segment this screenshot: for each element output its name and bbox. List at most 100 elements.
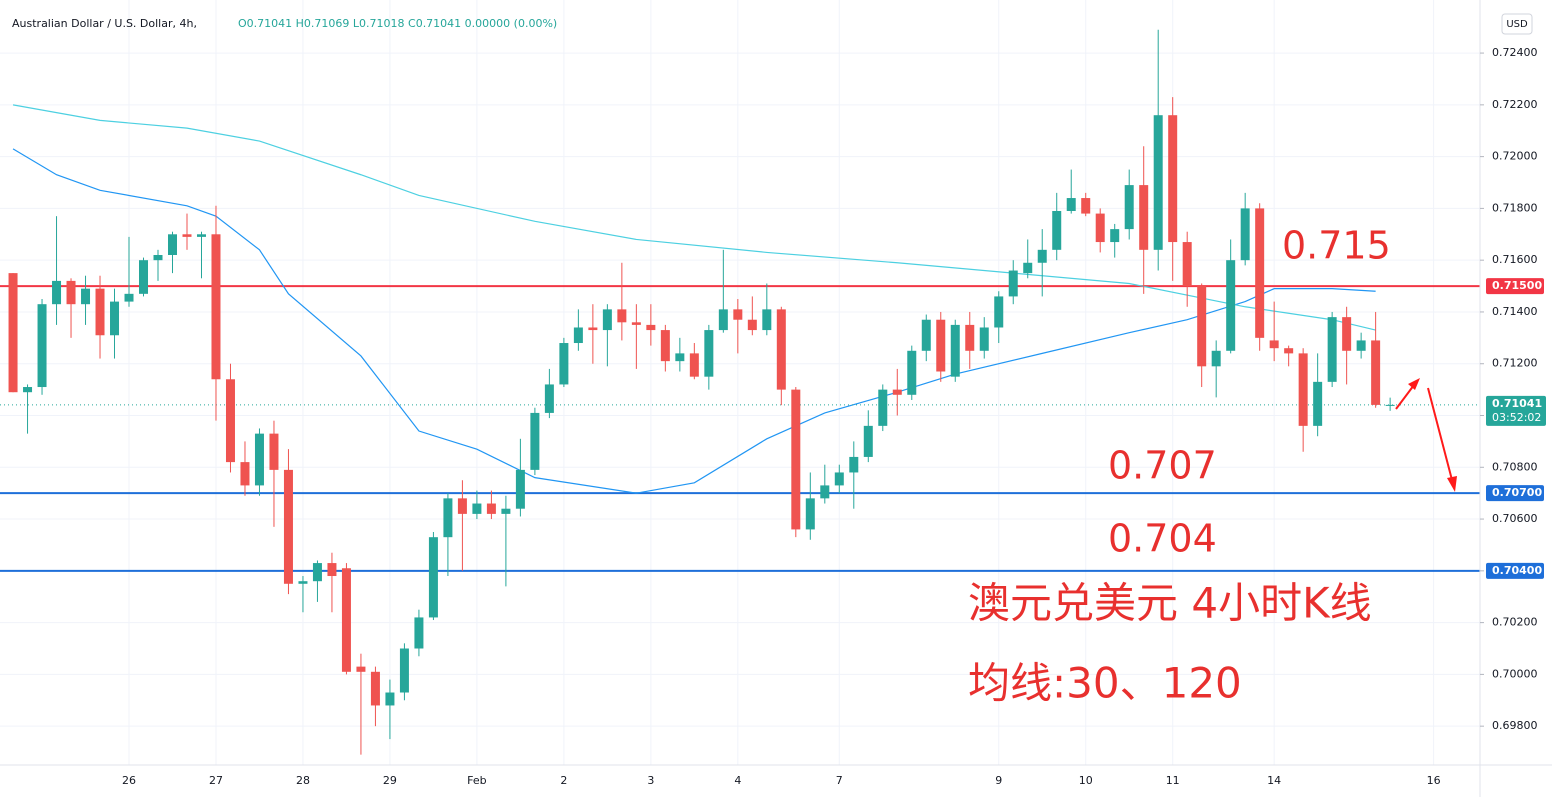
candle-body <box>1008 270 1018 297</box>
candle-body <box>1298 353 1308 426</box>
candle-body <box>153 255 163 261</box>
candle-body <box>1168 115 1178 243</box>
candle-body <box>820 485 830 499</box>
price-badge <box>1486 562 1544 579</box>
candle-body <box>1124 185 1134 230</box>
x-tick-label: 14 <box>1267 774 1281 787</box>
y-tick-label: 0.70000 <box>1492 667 1538 680</box>
currency-button[interactable] <box>1501 13 1533 35</box>
candle-body <box>1037 249 1047 263</box>
moving-average <box>12 104 1376 331</box>
candle-body <box>994 296 1004 328</box>
candle-body <box>23 387 33 393</box>
candle-body <box>472 503 482 514</box>
x-tick-label: 9 <box>995 774 1002 787</box>
candle-body <box>1110 229 1120 243</box>
candle-body <box>1211 350 1221 367</box>
y-tick-label: 0.71600 <box>1492 253 1538 266</box>
candle-body <box>950 324 960 377</box>
candle-body <box>110 301 120 336</box>
candle-body <box>1313 381 1323 426</box>
candle-body <box>1327 317 1337 382</box>
candle-body <box>66 280 76 305</box>
candle-body <box>1182 242 1192 287</box>
candle-body <box>327 563 337 577</box>
price-badge-label: 0.70700 <box>1492 486 1542 499</box>
x-tick-label: 28 <box>296 774 310 787</box>
y-tick-label: 0.72000 <box>1492 150 1538 163</box>
x-tick-label: 16 <box>1427 774 1441 787</box>
plot-area <box>0 0 1480 765</box>
candle-body <box>1284 348 1294 354</box>
candle-body <box>124 293 134 302</box>
annotation: 澳元兑美元 4小时K线 <box>968 579 1372 628</box>
annotation: 0.707 <box>1108 444 1217 488</box>
x-tick-label: 7 <box>836 774 843 787</box>
candle-body <box>631 322 641 325</box>
candle-body <box>1023 262 1033 274</box>
price-badge-label: 0.71041 <box>1492 397 1542 410</box>
candle-body <box>269 433 279 470</box>
annotation: 0.715 <box>1282 224 1391 268</box>
ohlc-legend: O0.71041 H0.71069 L0.71018 C0.71041 0.00… <box>238 17 557 30</box>
candle-body <box>1371 340 1381 405</box>
candle-body <box>602 309 612 331</box>
price-badge <box>1486 395 1546 426</box>
candle-body <box>457 498 467 514</box>
candle-body <box>1153 115 1163 250</box>
candle-body <box>1240 208 1250 261</box>
y-tick-label: 0.70200 <box>1492 616 1538 629</box>
candle-body <box>704 330 714 377</box>
candle-body <box>733 309 743 320</box>
candle-body <box>849 456 859 473</box>
candle-body <box>979 327 989 351</box>
candle-body <box>878 389 888 426</box>
x-tick-label: 3 <box>647 774 654 787</box>
candle-body <box>892 389 902 395</box>
candle-body <box>225 379 235 463</box>
candle-body <box>37 304 47 388</box>
currency-label[interactable]: USD <box>1506 19 1528 30</box>
candle-body <box>544 384 554 413</box>
x-tick-label: Feb <box>467 774 486 787</box>
candle-body <box>834 472 844 486</box>
symbol-title: Australian Dollar / U.S. Dollar, 4h, <box>12 17 197 30</box>
candle-body <box>182 234 192 237</box>
candle-body <box>414 617 424 649</box>
candle-body <box>428 537 438 618</box>
candle-body <box>573 327 583 344</box>
candle-body <box>588 327 598 331</box>
candle-body <box>559 343 569 385</box>
y-tick-label: 0.70600 <box>1492 512 1538 525</box>
candle-body <box>486 503 496 514</box>
candle-body <box>399 648 409 693</box>
candle-body <box>312 563 322 582</box>
candle-body <box>660 330 670 362</box>
candle-body <box>762 309 772 331</box>
annotation: 0.704 <box>1108 517 1217 561</box>
countdown: 03:52:02 <box>1492 411 1541 424</box>
candle-body <box>341 568 351 672</box>
y-tick-label: 0.72200 <box>1492 98 1538 111</box>
y-tick-label: 0.70800 <box>1492 460 1538 473</box>
candle-body <box>167 234 177 255</box>
candle-body <box>356 666 366 672</box>
candle-body <box>718 309 728 331</box>
candle-body <box>907 350 917 395</box>
candle-body <box>1052 210 1062 250</box>
candle-body <box>1139 185 1149 250</box>
candle-body <box>1385 404 1395 406</box>
y-tick-label: 0.69800 <box>1492 719 1538 732</box>
candle-body <box>805 498 815 530</box>
candle-body <box>81 288 91 305</box>
candle-body <box>240 462 250 486</box>
price-badge-label: 0.70400 <box>1492 564 1542 577</box>
candle-body <box>617 309 627 323</box>
candle-body <box>747 319 757 331</box>
candle-body <box>675 353 685 362</box>
moving-average <box>12 148 1376 494</box>
candle-body <box>936 319 946 372</box>
candle-body <box>646 324 656 331</box>
x-tick-label: 29 <box>383 774 397 787</box>
candle-body <box>385 692 395 706</box>
